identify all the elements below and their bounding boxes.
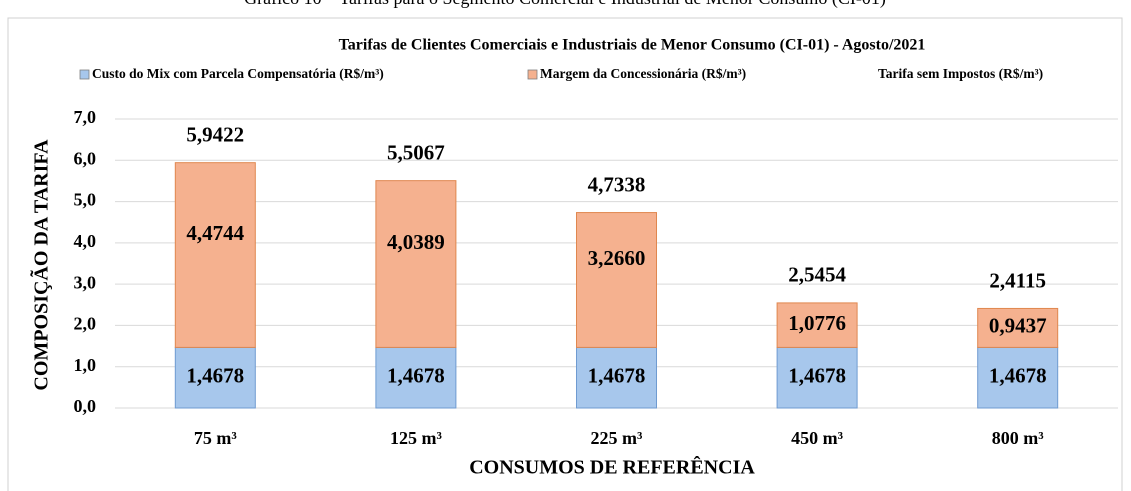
legend-label: Tarifa sem Impostos (R$/m³) xyxy=(878,66,1043,81)
x-tick-label: 125 m³ xyxy=(390,428,442,448)
bar-segment xyxy=(174,162,256,348)
y-tick-label: 6,0 xyxy=(74,148,97,168)
total-label: 5,9422 xyxy=(186,122,244,146)
bar-segment xyxy=(977,307,1059,348)
bar-segment xyxy=(977,346,1059,409)
data-label: 0,9437 xyxy=(989,314,1047,338)
data-label: 1,4678 xyxy=(588,364,646,388)
y-tick-label: 4,0 xyxy=(74,231,97,251)
bar-segment xyxy=(375,180,457,348)
total-label: 2,5454 xyxy=(788,263,846,287)
y-tick-label: 5,0 xyxy=(74,190,97,210)
data-label: 4,0389 xyxy=(387,230,445,254)
y-tick-label: 1,0 xyxy=(74,355,97,375)
total-label: 5,5067 xyxy=(387,140,445,164)
y-tick-label: 2,0 xyxy=(74,314,97,334)
total-label: 2,4115 xyxy=(989,268,1046,292)
legend-swatch xyxy=(527,69,538,80)
total-label: 4,7338 xyxy=(588,172,646,196)
x-tick-label: 450 m³ xyxy=(791,428,843,448)
data-label: 3,2660 xyxy=(588,246,646,270)
x-axis-title: CONSUMOS DE REFERÊNCIA xyxy=(469,455,755,479)
chart-title: Tarifas de Clientes Comerciais e Industr… xyxy=(339,37,926,54)
legend-label: Margem da Concessionária (R$/m³) xyxy=(540,66,746,81)
x-tick-label: 800 m³ xyxy=(992,428,1044,448)
data-label: 1,4678 xyxy=(788,364,846,388)
y-tick-label: 0,0 xyxy=(74,396,97,416)
y-tick-label: 7,0 xyxy=(74,107,97,127)
data-label: 1,0776 xyxy=(788,311,846,335)
bar-segment xyxy=(174,346,256,409)
data-label: 1,4678 xyxy=(989,364,1047,388)
bar-segment xyxy=(776,302,858,348)
data-label: 1,4678 xyxy=(186,364,244,388)
x-tick-label: 225 m³ xyxy=(591,428,643,448)
bar-segment xyxy=(576,212,657,348)
caption: Gráfico 10 – Tarifas para o Segmento Com… xyxy=(244,0,886,9)
data-label: 4,4744 xyxy=(186,221,244,245)
y-tick-label: 3,0 xyxy=(74,272,97,292)
data-label: 1,4678 xyxy=(387,364,445,388)
legend-label: Custo do Mix com Parcela Compensatória (… xyxy=(92,66,384,81)
x-tick-label: 75 m³ xyxy=(194,428,237,448)
legend-swatch xyxy=(79,69,90,80)
y-axis-title: COMPOSIÇÃO DA TARIFA xyxy=(30,139,53,391)
